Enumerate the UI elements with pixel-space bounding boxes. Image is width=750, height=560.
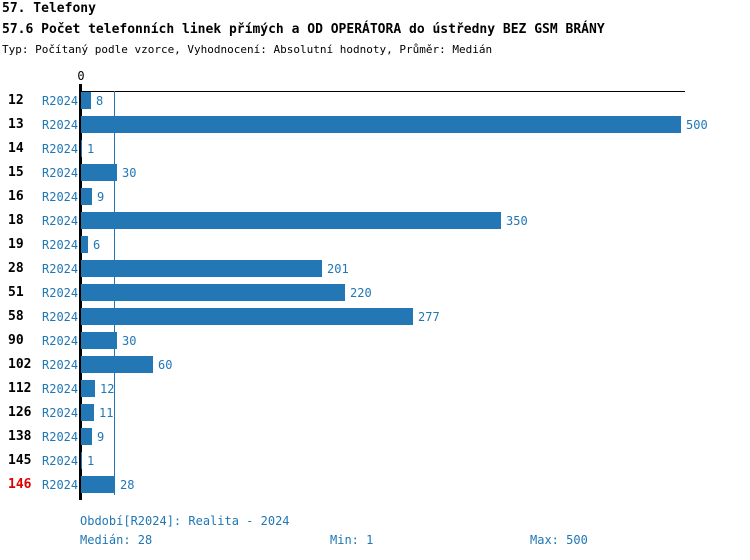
row-category-label: 112: [8, 381, 32, 396]
bar-value-label: 8: [96, 94, 104, 108]
row-category-label: 18: [8, 213, 24, 228]
chart-row: 16 R2024 9: [0, 185, 750, 209]
row-series-label: R2024: [42, 94, 79, 108]
row-series-label: R2024: [42, 286, 79, 300]
bar-value-label: 30: [122, 166, 137, 180]
row-series-label: R2024: [42, 478, 79, 492]
bar-value-label: 30: [122, 334, 137, 348]
footer-max-label: Max: 500: [530, 533, 588, 547]
bar: [81, 404, 94, 421]
bar: [81, 428, 92, 445]
row-series-label: R2024: [42, 430, 79, 444]
row-series-label: R2024: [42, 238, 79, 252]
bar-value-label: 350: [506, 214, 528, 228]
row-series-label: R2024: [42, 310, 79, 324]
chart-row: 58 R2024 277: [0, 305, 750, 329]
row-category-label: 28: [8, 261, 24, 276]
row-series-label: R2024: [42, 190, 79, 204]
row-category-label: 16: [8, 189, 24, 204]
bar: [81, 452, 82, 469]
bar: [81, 212, 501, 229]
chart-row: 51 R2024 220: [0, 281, 750, 305]
bar: [81, 188, 92, 205]
bar-value-label: 220: [350, 286, 372, 300]
row-category-label: 145: [8, 453, 32, 468]
row-category-label: 58: [8, 309, 24, 324]
footer-min-label: Min: 1: [330, 533, 374, 547]
bar: [81, 332, 117, 349]
bar-value-label: 500: [686, 118, 708, 132]
bar-value-label: 1: [87, 142, 95, 156]
chart-row: 14 R2024 1: [0, 137, 750, 161]
bar: [81, 356, 153, 373]
row-category-label: 15: [8, 165, 24, 180]
bar: [81, 92, 91, 109]
chart-row: 112 R2024 12: [0, 377, 750, 401]
chart-row: 13 R2024 500: [0, 113, 750, 137]
bar: [81, 116, 681, 133]
bar-value-label: 277: [418, 310, 440, 324]
row-series-label: R2024: [42, 118, 79, 132]
chart-row: 146 R2024 28: [0, 473, 750, 497]
chart-row: 15 R2024 30: [0, 161, 750, 185]
row-series-label: R2024: [42, 214, 79, 228]
bar-value-label: 201: [327, 262, 349, 276]
chart-row: 102 R2024 60: [0, 353, 750, 377]
bar: [81, 308, 413, 325]
bar: [81, 284, 345, 301]
x-axis-zero-tick-label: 0: [77, 69, 85, 83]
bar-value-label: 11: [99, 406, 114, 420]
chart-meta-line: Typ: Počítaný podle vzorce, Vyhodnocení:…: [2, 43, 493, 56]
row-category-label: 14: [8, 141, 24, 156]
bar: [81, 260, 322, 277]
row-series-label: R2024: [42, 358, 79, 372]
row-category-label: 102: [8, 357, 32, 372]
row-category-label: 19: [8, 237, 24, 252]
chart-row: 28 R2024 201: [0, 257, 750, 281]
row-series-label: R2024: [42, 406, 79, 420]
bar: [81, 380, 95, 397]
row-category-label: 51: [8, 285, 24, 300]
chart-row: 12 R2024 8: [0, 89, 750, 113]
bar-value-label: 1: [87, 454, 95, 468]
chart-row: 145 R2024 1: [0, 449, 750, 473]
row-category-label: 90: [8, 333, 24, 348]
bar-value-label: 9: [97, 430, 105, 444]
bar: [81, 476, 115, 493]
row-series-label: R2024: [42, 262, 79, 276]
row-category-label: 138: [8, 429, 32, 444]
row-series-label: R2024: [42, 142, 79, 156]
chart-row: 90 R2024 30: [0, 329, 750, 353]
bar: [81, 164, 117, 181]
bar-value-label: 6: [93, 238, 101, 252]
bar-value-label: 9: [97, 190, 105, 204]
row-category-label: 12: [8, 93, 24, 108]
chart-row: 138 R2024 9: [0, 425, 750, 449]
row-series-label: R2024: [42, 382, 79, 396]
bar-value-label: 12: [100, 382, 115, 396]
row-category-label: 146: [8, 477, 32, 492]
y-axis-line: [79, 84, 82, 500]
row-series-label: R2024: [42, 454, 79, 468]
bar-chart: 0 12 R2024 8 13 R2024 500 14 R2024 1 15 …: [0, 69, 750, 500]
footer-median-label: Medián: 28: [80, 533, 153, 547]
bar: [81, 140, 82, 157]
chart-row: 126 R2024 11: [0, 401, 750, 425]
row-category-label: 13: [8, 117, 24, 132]
row-series-label: R2024: [42, 166, 79, 180]
row-category-label: 126: [8, 405, 32, 420]
row-series-label: R2024: [42, 334, 79, 348]
x-axis-line: [81, 91, 685, 92]
bar: [81, 236, 88, 253]
footer-period-label: Období[R2024]: Realita - 2024: [80, 514, 290, 528]
chart-row: 19 R2024 6: [0, 233, 750, 257]
bar-value-label: 60: [158, 358, 173, 372]
bar-value-label: 28: [120, 478, 135, 492]
chart-subtitle: 57.6 Počet telefonních linek přímých a O…: [2, 22, 605, 37]
chart-row: 18 R2024 350: [0, 209, 750, 233]
page-title: 57. Telefony: [2, 1, 96, 16]
